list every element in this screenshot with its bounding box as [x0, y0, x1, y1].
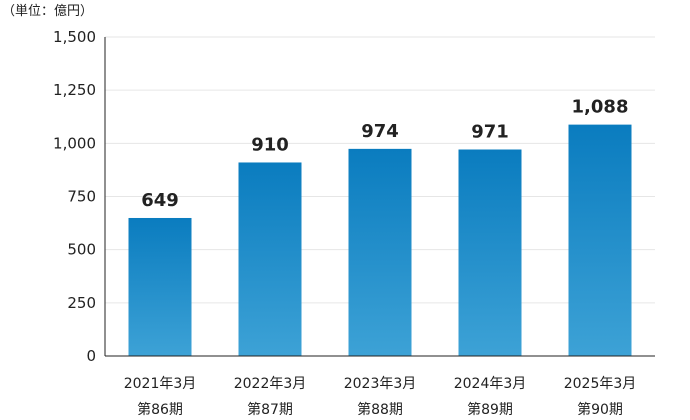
y-tick-label: 1,250 — [53, 81, 96, 99]
bar-value-label: 1,088 — [572, 97, 629, 118]
y-tick-label: 500 — [67, 241, 96, 259]
y-tick-label: 0 — [86, 347, 96, 365]
value-labels: 649 910 974 971 1,088 — [141, 97, 628, 211]
bars — [128, 124, 632, 356]
bar-value-label: 971 — [471, 122, 509, 143]
x-category-label: 2025年3月 — [564, 376, 637, 392]
x-category-label: 2021年3月 — [124, 376, 197, 392]
x-category-label: 2023年3月 — [344, 376, 417, 392]
bar-value-label: 649 — [141, 190, 179, 211]
bar — [568, 124, 632, 356]
y-tick-label: 1,500 — [53, 28, 96, 46]
bar-value-label: 974 — [361, 121, 399, 142]
bar — [128, 217, 192, 356]
x-category-label: 第88期 — [357, 401, 403, 418]
bar — [238, 162, 302, 356]
unit-label: （単位：億円） — [2, 3, 93, 19]
y-tick-label: 250 — [67, 294, 96, 312]
bar — [458, 149, 522, 356]
axes — [104, 37, 655, 357]
bar-value-label: 910 — [251, 134, 289, 155]
x-category-label: 第89期 — [467, 401, 513, 418]
y-axis-ticks: 0 250 500 750 1,000 1,250 1,500 — [53, 28, 96, 365]
y-tick-label: 1,000 — [53, 134, 96, 152]
y-tick-label: 750 — [67, 188, 96, 206]
x-category-label: 第87期 — [247, 401, 293, 418]
x-category-label: 第86期 — [137, 401, 183, 418]
x-category-label: 第90期 — [577, 401, 623, 418]
bar — [348, 148, 412, 356]
x-category-label: 2022年3月 — [234, 376, 307, 392]
x-category-label: 2024年3月 — [454, 376, 527, 392]
